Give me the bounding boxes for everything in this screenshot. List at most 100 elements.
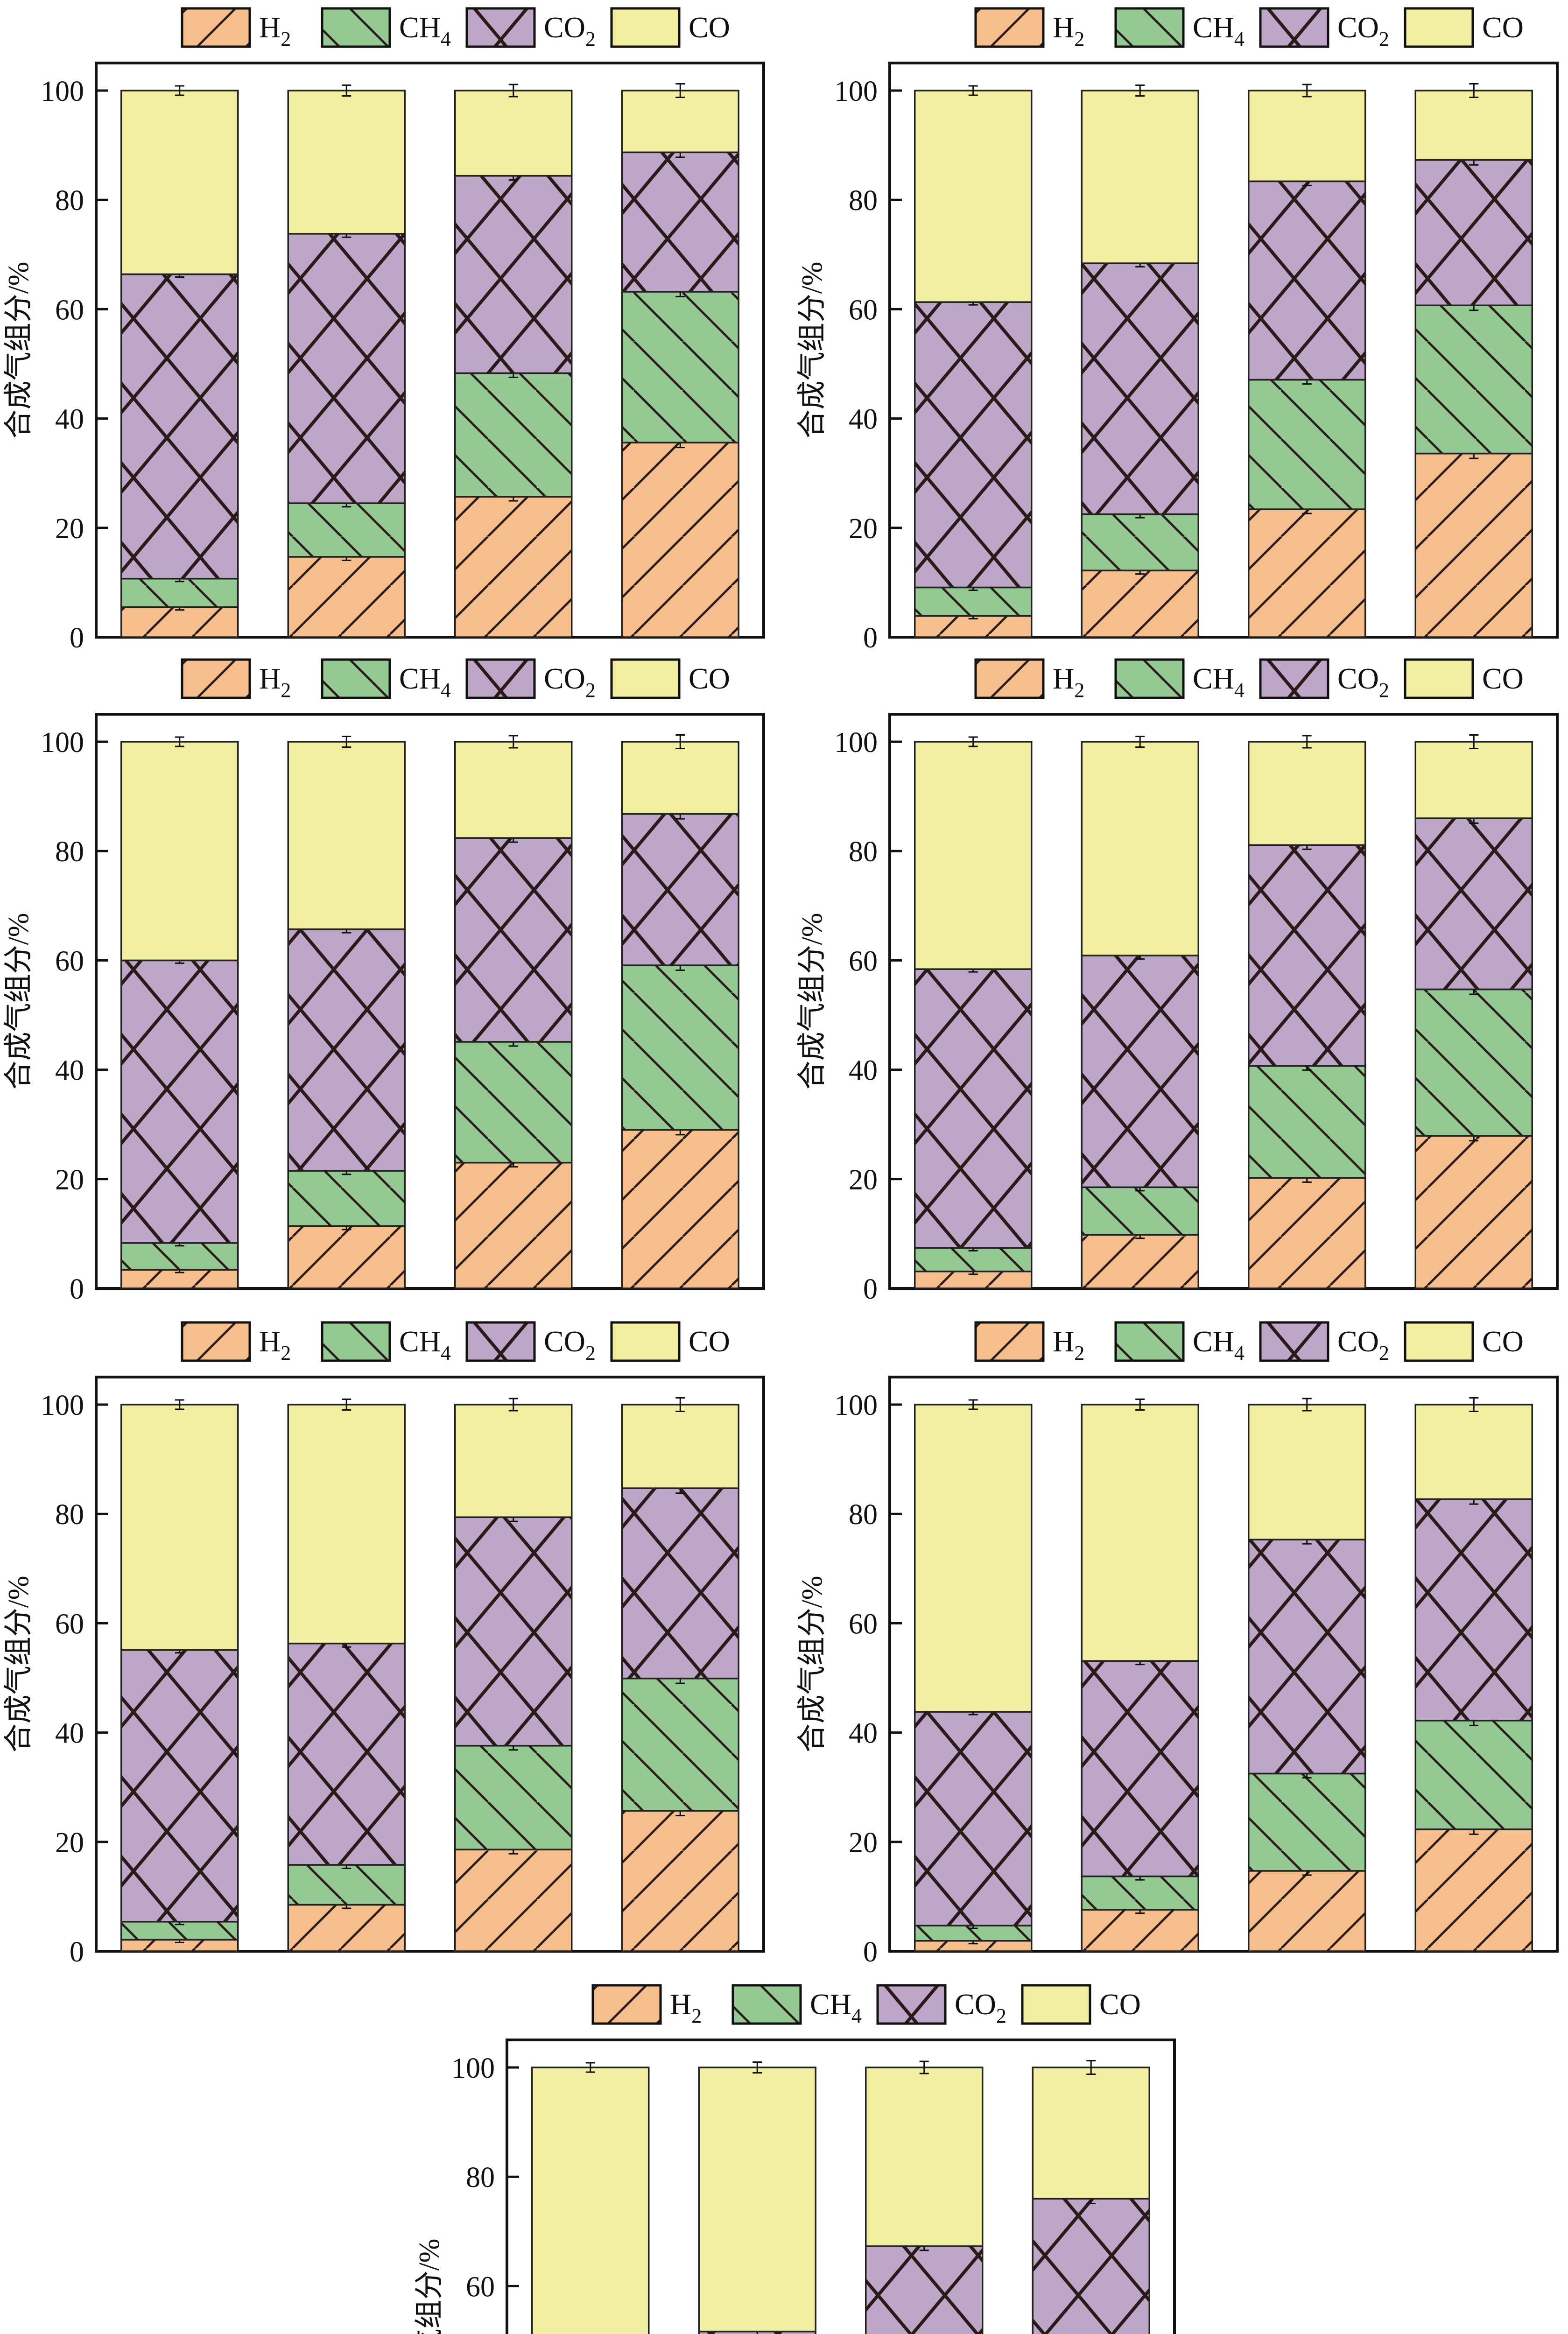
bar-segment-co2-1000 — [1414, 159, 1533, 306]
error-bar — [175, 1399, 184, 1410]
chart-panel-f: 0204060801007008009001000气化温度/℃合成气组分/%(f… — [794, 1314, 1568, 1968]
y-tick-label: 20 — [55, 1827, 84, 1859]
legend-label: CO2 — [544, 662, 596, 702]
x-tick-label: 900 — [1285, 1967, 1329, 1968]
bar-segment-co-800 — [1081, 741, 1199, 956]
bar-segment-co2-700 — [120, 959, 239, 1244]
legend-item-h2: H2 — [181, 7, 291, 50]
bar-segment-co-700 — [914, 741, 1033, 970]
legend-item-co: CO — [610, 658, 730, 699]
bar-segment-co-700 — [531, 2067, 650, 2334]
plot-frame — [888, 62, 1559, 639]
plot-frame — [888, 713, 1559, 1290]
error-bar — [1086, 2060, 1096, 2075]
error-bar — [968, 1399, 978, 1410]
y-axis-title: 合成气组分/% — [796, 913, 828, 1090]
legend-label: CH4 — [399, 1325, 451, 1364]
bar-segment-ch4-800 — [1081, 1875, 1199, 1911]
bar-segment-co2-900 — [454, 837, 573, 1043]
legend-item-co: CO — [1404, 658, 1524, 699]
bar-segment-h2-1000 — [1414, 1135, 1533, 1289]
error-bar — [1135, 1399, 1145, 1411]
bar-segment-co2-700 — [120, 1649, 239, 1923]
error-bar — [585, 2062, 595, 2073]
legend-swatch-co — [610, 1321, 681, 1362]
legend-swatch-h2 — [181, 1321, 251, 1362]
legend-swatch-co — [610, 7, 681, 48]
bar-segment-co2-900 — [454, 175, 573, 374]
y-axis-title: 合成气组分/% — [3, 262, 35, 439]
y-tick-label: 100 — [834, 727, 878, 759]
legend-swatch-h2 — [974, 7, 1045, 48]
legend-label: CH4 — [1193, 662, 1245, 702]
bar-segment-co-1000 — [1414, 1404, 1533, 1500]
legend-label: CO — [689, 11, 730, 44]
legend-label: CO — [1482, 11, 1524, 44]
legend-swatch-ch4 — [1114, 658, 1185, 699]
bar-segment-h2-900 — [454, 1161, 573, 1289]
y-tick-label: 60 — [55, 945, 84, 977]
bar-segment-ch4-900 — [454, 1744, 573, 1850]
stacked-bar-chart-d: 0204060801007008009001000气化温度/℃合成气组分/%(d… — [796, 658, 1559, 1305]
legend-item-co2: CO2 — [465, 658, 596, 702]
bar-segment-co2-1000 — [1414, 1498, 1533, 1722]
error-bar — [342, 1399, 352, 1411]
chart-panel-c: 0204060801007008009001000气化温度/℃合成气组分/%(c… — [0, 651, 775, 1305]
legend-label: CO2 — [544, 1325, 596, 1364]
x-tick-label: 1000 — [651, 1304, 709, 1305]
legend: H2 CH4 CO2 CO — [974, 7, 1524, 50]
y-tick-label: 60 — [55, 1608, 84, 1640]
bar-segment-co-800 — [287, 741, 406, 930]
legend-label: CO2 — [955, 1988, 1006, 2027]
y-tick-label: 40 — [849, 1718, 878, 1750]
y-tick-label: 0 — [863, 622, 878, 654]
bar-segment-co2-1000 — [1414, 817, 1533, 991]
bar-segment-co2-1000 — [621, 1487, 739, 1680]
stacked-bar-chart-b: 0204060801007008009001000气化温度/℃合成气组分/%(b… — [796, 7, 1559, 654]
legend-swatch-ch4 — [1114, 1321, 1185, 1362]
bar-segment-co-900 — [1248, 741, 1366, 846]
legend-swatch-ch4 — [731, 1984, 802, 2025]
x-tick-label: 900 — [1285, 1304, 1329, 1305]
legend-label: CH4 — [810, 1988, 862, 2027]
legend: H2 CH4 CO2 CO — [181, 658, 730, 702]
x-tick-label: 900 — [492, 653, 535, 654]
x-tick-label: 700 — [951, 1967, 995, 1968]
legend-item-ch4: CH4 — [1114, 7, 1245, 50]
bar-segment-co2-700 — [120, 273, 239, 580]
bar-segment-co-900 — [1248, 90, 1366, 183]
legend-item-co: CO — [1404, 7, 1524, 48]
chart-panel-b: 0204060801007008009001000气化温度/℃合成气组分/%(b… — [794, 0, 1568, 654]
legend: H2 CH4 CO2 CO — [181, 7, 730, 50]
bar-segment-h2-900 — [454, 496, 573, 638]
legend: H2 CH4 CO2 CO — [181, 1321, 730, 1364]
legend-label: H2 — [1053, 11, 1084, 50]
bar-segment-co2-800 — [1081, 1660, 1199, 1877]
x-tick-label: 800 — [1118, 1304, 1162, 1305]
y-tick-label: 20 — [55, 513, 84, 545]
y-tick-label: 0 — [70, 1273, 84, 1305]
bar-segment-co-700 — [914, 1404, 1033, 1713]
y-tick-label: 0 — [70, 1936, 84, 1968]
legend: H2 CH4 CO2 CO — [974, 1321, 1524, 1364]
legend-item-h2: H2 — [181, 1321, 291, 1364]
y-axis-title: 合成气组分/% — [414, 2239, 445, 2334]
x-tick-label: 900 — [492, 1967, 535, 1968]
bar-segment-ch4-800 — [1081, 513, 1199, 571]
y-axis-title: 合成气组分/% — [3, 1576, 35, 1753]
legend-item-ch4: CH4 — [1114, 1321, 1245, 1364]
bar-segment-co2-900 — [1248, 180, 1366, 381]
y-tick-label: 100 — [834, 1390, 878, 1421]
plot-frame — [95, 713, 765, 1290]
legend-swatch-co — [1404, 658, 1474, 699]
bar-segment-ch4-800 — [287, 1864, 406, 1906]
stacked-bar-chart-a: 0204060801007008009001000气化温度/℃合成气组分/%(a… — [3, 7, 765, 654]
stacked-bar-chart-g: 0204060801007008009001000气化温度/℃合成气组分/%(g… — [414, 1984, 1176, 2334]
plot-frame — [888, 1376, 1559, 1953]
bar-segment-ch4-700 — [914, 1247, 1033, 1272]
bar-segment-co2-800 — [1081, 955, 1199, 1188]
bar-segment-co-900 — [454, 741, 573, 839]
y-tick-label: 80 — [849, 1499, 878, 1531]
legend-swatch-h2 — [591, 1984, 662, 2025]
bar-segment-co2-1000 — [621, 151, 739, 293]
